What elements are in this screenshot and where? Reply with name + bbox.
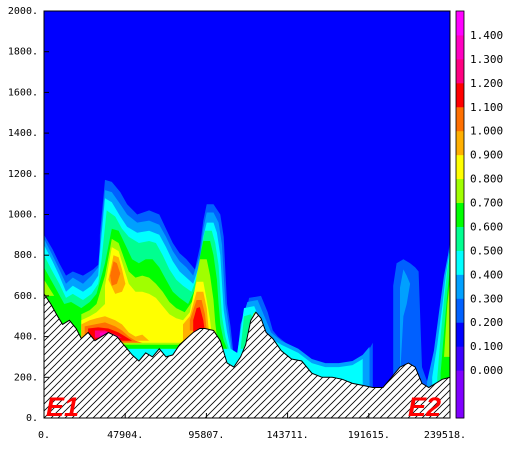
contour-0.7-region-3 bbox=[444, 279, 450, 357]
contour-0.3-region-1 bbox=[400, 269, 411, 378]
contour-1.2-region-1 bbox=[193, 307, 205, 333]
colorbar-label: 0.500 bbox=[470, 244, 503, 257]
colorbar-swatch bbox=[456, 154, 464, 180]
x-tick-label: 191615. bbox=[348, 430, 390, 441]
colorbar-swatch bbox=[456, 106, 464, 132]
colorbar-swatch bbox=[456, 58, 464, 84]
x-tick-label: 0. bbox=[38, 430, 50, 441]
colorbar-label: 1.000 bbox=[470, 125, 503, 138]
y-tick-label: 600. bbox=[14, 291, 38, 302]
colorbar-swatch bbox=[456, 202, 464, 227]
y-tick-label: 800. bbox=[14, 250, 38, 261]
colorbar-label: 1.300 bbox=[470, 53, 503, 66]
x-axis: 0. 47904. 95807. 143711. 191615. 239518. bbox=[38, 413, 466, 441]
x-tick-label: 95807. bbox=[188, 430, 224, 441]
y-tick-label: 1000. bbox=[8, 210, 38, 221]
colorbar-swatch bbox=[456, 178, 464, 204]
endpoint-label-left: E1 bbox=[46, 392, 79, 422]
colorbar-label: 0.300 bbox=[470, 292, 503, 305]
terrain-profile bbox=[44, 293, 450, 418]
contour-0.7-region-0 bbox=[44, 279, 55, 296]
y-tick-label: 1400. bbox=[8, 128, 38, 139]
contour-0.8-region-0 bbox=[105, 247, 214, 343]
colorbar-label: 1.200 bbox=[470, 77, 503, 90]
colorbar-frame bbox=[455, 10, 465, 419]
contour-1-region-0 bbox=[110, 261, 121, 286]
colorbar-swatch bbox=[456, 34, 464, 60]
colorbar-swatch bbox=[456, 11, 464, 36]
plot-area bbox=[44, 11, 450, 418]
y-axis: 0. 200. 400. 600. 800. 1000. 1200. 1400. 1600. 18… bbox=[8, 6, 49, 424]
contour-0.6-region-1 bbox=[440, 267, 450, 388]
colorbar-swatch bbox=[456, 250, 464, 275]
colorbar-swatch bbox=[456, 394, 464, 419]
colorbar-label: 0.700 bbox=[470, 197, 503, 210]
x-tick-label: 239518. bbox=[424, 430, 466, 441]
colorbar-label: 0.200 bbox=[470, 316, 503, 329]
colorbar-label: 0.600 bbox=[470, 221, 503, 234]
colorbar-label: 0.000 bbox=[470, 364, 503, 377]
colorbar-label: 0.800 bbox=[470, 173, 503, 186]
x-tick-label: 143711. bbox=[267, 430, 309, 441]
y-tick-label: 200. bbox=[14, 372, 38, 383]
y-tick-label: 1800. bbox=[8, 47, 38, 58]
colorbar-label: 1.400 bbox=[470, 29, 503, 42]
colorbar-label: 1.100 bbox=[470, 101, 503, 114]
colorbar-swatch bbox=[456, 274, 464, 299]
colorbar-swatch bbox=[456, 130, 464, 156]
y-tick-label: 400. bbox=[14, 332, 38, 343]
y-tick-label: 0. bbox=[26, 413, 38, 424]
colorbar-swatch bbox=[456, 82, 464, 108]
colorbar-swatch bbox=[456, 322, 464, 347]
colorbar-swatch bbox=[456, 346, 464, 371]
x-tick-label: 47904. bbox=[107, 430, 143, 441]
colorbar-label: 0.900 bbox=[470, 149, 503, 162]
colorbar-swatch bbox=[456, 298, 464, 323]
colorbar-swatch bbox=[456, 370, 464, 395]
colorbar-swatch bbox=[456, 226, 464, 251]
contour-fills bbox=[44, 179, 450, 388]
y-tick-label: 2000. bbox=[8, 6, 38, 17]
y-tick-label: 1200. bbox=[8, 169, 38, 180]
colorbar: 0.000 0.100 0.200 0.300 0.400 0.500 0.600 0.700… bbox=[455, 10, 503, 419]
colorbar-label: 0.400 bbox=[470, 268, 503, 281]
colorbar-label: 0.100 bbox=[470, 340, 503, 353]
endpoint-label-right: E2 bbox=[408, 392, 441, 422]
y-tick-label: 1600. bbox=[8, 87, 38, 98]
